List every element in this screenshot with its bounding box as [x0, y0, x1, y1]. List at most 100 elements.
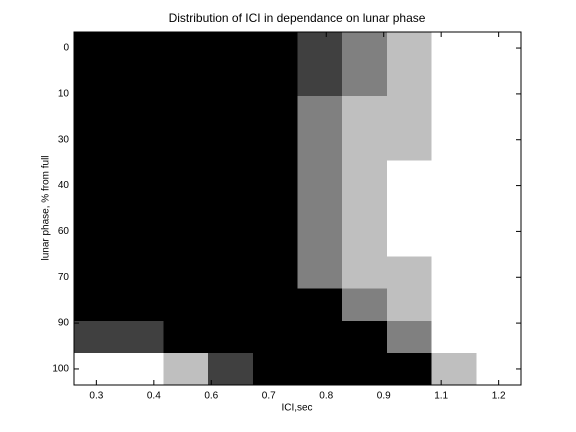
heatmap-cell: [252, 64, 298, 97]
y-tick-label: 70: [58, 272, 70, 283]
heatmap-cell: [208, 32, 254, 65]
heatmap-cell: [163, 96, 209, 129]
heatmap-cell: [386, 256, 433, 290]
heatmap-cell: [252, 352, 298, 386]
heatmap-cell: [386, 288, 433, 322]
heatmap-cell: [431, 96, 477, 129]
heatmap-cell: [386, 64, 433, 97]
heatmap-cell: [342, 160, 388, 193]
heatmap-cell: [208, 320, 254, 354]
heatmap-cell: [163, 64, 209, 97]
heatmap-cell: [476, 256, 522, 290]
heatmap-cell: [342, 224, 388, 258]
heatmap-cell: [252, 288, 298, 322]
heatmap-cell: [74, 160, 120, 193]
heatmap-cell: [163, 224, 209, 258]
heatmap-cell: [342, 64, 388, 97]
heatmap-cell: [431, 352, 477, 386]
heatmap-cell: [342, 192, 388, 226]
heatmap-cell: [342, 128, 388, 161]
heatmap-cell: [297, 256, 343, 290]
heatmap-cell: [386, 352, 433, 386]
heatmap-cell: [386, 128, 433, 161]
heatmap-cell: [118, 128, 164, 161]
heatmap-cell: [208, 64, 254, 97]
heatmap-cell: [252, 320, 298, 354]
heatmap-cell: [208, 160, 254, 193]
x-tick-label: 0.6: [204, 391, 218, 402]
heatmap-cell: [208, 96, 254, 129]
x-tick-label: 1.2: [492, 391, 506, 402]
x-tick-label: 0.9: [377, 391, 391, 402]
x-tick-label: 0.8: [319, 391, 333, 402]
y-tick-label: 0: [63, 43, 69, 54]
heatmap-cell: [74, 96, 120, 129]
heatmap-cell: [74, 192, 120, 226]
heatmap-cell: [118, 256, 164, 290]
heatmap-cell: [342, 288, 388, 322]
heatmap-cell: [163, 288, 209, 322]
heatmap-cell: [252, 96, 298, 129]
heatmap-cell: [431, 224, 477, 258]
heatmap-cell: [386, 320, 433, 354]
heatmap-cell: [74, 128, 120, 161]
heatmap-cell: [163, 128, 209, 161]
heatmap-cell: [386, 160, 433, 193]
heatmap-cell: [163, 192, 209, 226]
heatmap-cell: [118, 288, 164, 322]
heatmap-cell: [476, 128, 522, 161]
y-tick-label: 30: [58, 134, 70, 145]
heatmap-cell: [163, 32, 209, 65]
heatmap-cell: [476, 288, 522, 322]
heatmap-cell: [118, 224, 164, 258]
heatmap-cell: [431, 192, 477, 226]
heatmap-cell: [118, 192, 164, 226]
heatmap-cell: [118, 32, 164, 65]
heatmap-cell: [252, 192, 298, 226]
heatmap-cell: [118, 96, 164, 129]
heatmap-cell: [386, 224, 433, 258]
heatmap-cell: [252, 256, 298, 290]
heatmap-cell: [74, 256, 120, 290]
y-tick-label: 10: [58, 89, 70, 100]
heatmap-cell: [208, 256, 254, 290]
heatmap-cell: [252, 128, 298, 161]
heatmap-cell: [431, 160, 477, 193]
heatmap-cell: [431, 128, 477, 161]
heatmap-cell: [118, 352, 164, 386]
y-tick-label: 100: [52, 364, 69, 375]
heatmap-cell: [208, 128, 254, 161]
heatmap-cell: [476, 160, 522, 193]
heatmap-cell: [163, 256, 209, 290]
heatmap-cell: [297, 96, 343, 129]
heatmap-cell: [342, 96, 388, 129]
x-tick-label: 0.4: [147, 391, 161, 402]
heatmap-cell: [208, 352, 254, 386]
heatmap-cell: [297, 224, 343, 258]
heatmap-cell: [342, 320, 388, 354]
y-tick-label: 90: [58, 318, 70, 329]
heatmap-cell: [297, 64, 343, 97]
heatmap-cell: [431, 256, 477, 290]
heatmap-cell: [74, 32, 120, 65]
heatmap-cell: [297, 32, 343, 65]
y-tick-label: 40: [58, 180, 70, 191]
heatmap-cell: [342, 32, 388, 65]
heatmap-cell: [118, 64, 164, 97]
heatmap-cell: [252, 160, 298, 193]
heatmap-cell: [342, 352, 388, 386]
heatmap-cell: [476, 96, 522, 129]
x-tick-label: 1.1: [434, 391, 448, 402]
heatmap-cell: [252, 32, 298, 65]
heatmap-cell: [431, 32, 477, 65]
heatmap-cell: [163, 352, 209, 386]
y-tick-label: 60: [58, 226, 70, 237]
heatmap-cell: [297, 352, 343, 386]
heatmap-cell: [208, 192, 254, 226]
heatmap-cell: [74, 224, 120, 258]
heatmap-cell: [431, 320, 477, 354]
heatmap-cell: [297, 320, 343, 354]
heatmap-cell: [297, 192, 343, 226]
heatmap-cell: [386, 32, 433, 65]
